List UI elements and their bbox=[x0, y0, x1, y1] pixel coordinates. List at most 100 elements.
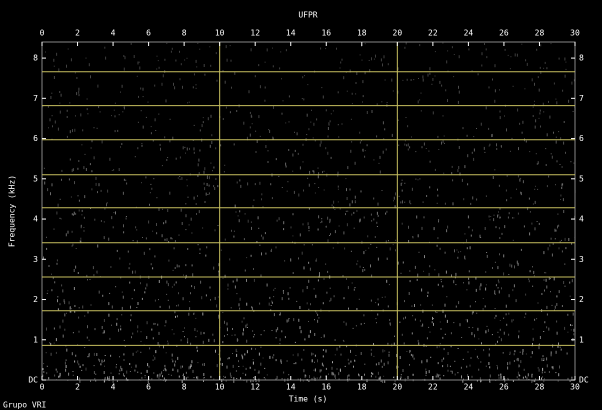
texture-dot bbox=[242, 372, 244, 374]
texture-dot bbox=[436, 311, 438, 313]
texture-dot bbox=[444, 251, 446, 254]
texture-dot bbox=[185, 274, 187, 278]
texture-dot bbox=[370, 299, 372, 302]
texture-dot bbox=[204, 201, 206, 203]
texture-dot bbox=[407, 376, 409, 379]
texture-dot bbox=[442, 336, 444, 339]
texture-dot bbox=[444, 314, 446, 318]
texture-dot bbox=[95, 176, 97, 180]
texture-dot bbox=[354, 161, 356, 165]
texture-dot bbox=[271, 301, 273, 304]
texture-dot bbox=[373, 343, 374, 346]
texture-dot bbox=[118, 373, 120, 375]
texture-dot bbox=[248, 90, 250, 94]
texture-dot bbox=[381, 296, 383, 298]
texture-dot bbox=[564, 263, 566, 265]
texture-dot bbox=[474, 348, 476, 350]
texture-dot bbox=[44, 181, 46, 185]
texture-dot bbox=[67, 48, 69, 50]
texture-dot bbox=[142, 237, 143, 238]
texture-dot bbox=[347, 375, 348, 379]
texture-dot bbox=[387, 361, 389, 365]
texture-dot bbox=[76, 92, 78, 96]
texture-dot bbox=[443, 375, 445, 377]
texture-dot bbox=[503, 331, 505, 335]
texture-dot bbox=[130, 314, 132, 317]
texture-dot bbox=[225, 45, 227, 49]
texture-dot bbox=[339, 345, 341, 348]
texture-dot bbox=[260, 362, 262, 366]
x-tick-label: 14 bbox=[286, 383, 296, 392]
texture-dot bbox=[471, 311, 473, 315]
texture-dot bbox=[408, 225, 409, 229]
texture-dot bbox=[298, 257, 299, 260]
texture-dot bbox=[309, 170, 311, 174]
texture-dot bbox=[558, 57, 560, 60]
texture-dot bbox=[466, 239, 467, 243]
texture-dot bbox=[250, 379, 252, 383]
texture-dot bbox=[287, 292, 289, 296]
texture-dot bbox=[474, 334, 475, 338]
texture-dot bbox=[178, 265, 180, 268]
texture-dot bbox=[42, 374, 44, 377]
texture-dot bbox=[281, 378, 283, 380]
texture-dot bbox=[56, 262, 58, 265]
texture-dot bbox=[423, 216, 425, 219]
texture-dot bbox=[507, 378, 509, 380]
texture-dot bbox=[213, 266, 215, 270]
texture-dot bbox=[373, 159, 375, 161]
texture-dot bbox=[412, 354, 414, 358]
texture-dot bbox=[237, 215, 239, 217]
texture-dot bbox=[484, 43, 485, 45]
texture-dot bbox=[472, 311, 474, 314]
texture-dot bbox=[284, 336, 286, 339]
texture-dot bbox=[463, 378, 464, 380]
texture-dot bbox=[428, 370, 430, 374]
texture-dot bbox=[218, 317, 219, 319]
texture-dot bbox=[383, 375, 385, 377]
texture-dot bbox=[304, 338, 306, 341]
y-tick-label: 1 bbox=[33, 335, 38, 344]
texture-dot bbox=[458, 146, 460, 149]
texture-dot bbox=[128, 267, 130, 270]
texture-dot bbox=[408, 292, 410, 295]
texture-dot bbox=[520, 191, 522, 194]
texture-dot bbox=[290, 226, 292, 229]
texture-dot bbox=[364, 71, 366, 75]
texture-dot bbox=[372, 372, 374, 375]
texture-dot bbox=[168, 259, 170, 262]
texture-dot bbox=[197, 195, 198, 197]
texture-dot bbox=[236, 278, 238, 282]
texture-dot bbox=[308, 230, 310, 232]
texture-dot bbox=[522, 349, 524, 352]
texture-dot bbox=[528, 278, 530, 280]
texture-dot bbox=[356, 209, 358, 212]
texture-dot bbox=[568, 99, 570, 103]
texture-dot bbox=[279, 67, 281, 70]
texture-dot bbox=[415, 178, 417, 180]
texture-dot bbox=[236, 181, 238, 184]
texture-dot bbox=[123, 231, 125, 234]
texture-dot bbox=[546, 185, 548, 188]
texture-dot bbox=[458, 55, 460, 59]
texture-dot bbox=[322, 349, 324, 351]
texture-dot bbox=[100, 220, 102, 222]
texture-dot bbox=[231, 229, 232, 232]
texture-dot bbox=[289, 287, 291, 289]
texture-dot bbox=[346, 90, 348, 92]
texture-dot bbox=[189, 301, 191, 303]
texture-dot bbox=[265, 252, 267, 255]
texture-dot bbox=[88, 63, 90, 67]
texture-dot bbox=[84, 153, 86, 155]
texture-dot bbox=[195, 336, 197, 338]
texture-dot bbox=[454, 249, 455, 253]
texture-dot bbox=[487, 328, 489, 332]
texture-dot bbox=[486, 254, 488, 258]
texture-dot bbox=[492, 267, 493, 269]
texture-dot bbox=[376, 226, 378, 227]
texture-dot bbox=[431, 321, 433, 324]
texture-dot bbox=[433, 322, 434, 326]
texture-dot bbox=[436, 346, 438, 349]
texture-dot bbox=[421, 288, 423, 292]
texture-dot bbox=[101, 359, 103, 363]
